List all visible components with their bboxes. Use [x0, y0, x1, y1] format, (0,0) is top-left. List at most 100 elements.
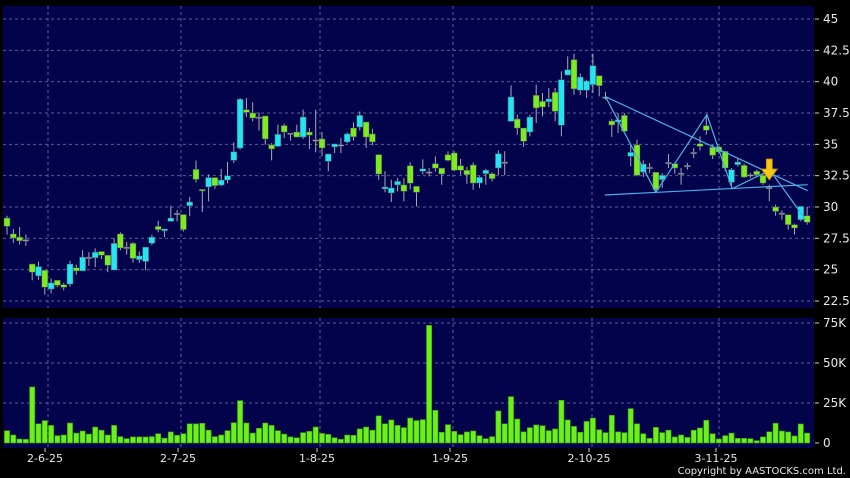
candle-body: [337, 144, 345, 147]
candle-body: [507, 96, 515, 122]
candle-body: [167, 217, 175, 222]
candle-body: [274, 134, 282, 147]
candle: [772, 204, 779, 216]
volume-bar: [29, 386, 36, 444]
volume-bar: [382, 423, 388, 444]
volume-bar: [678, 434, 684, 444]
candle-body: [356, 115, 364, 128]
volume-bar: [665, 429, 672, 444]
volume-bar: [180, 433, 187, 444]
volume-bar: [98, 429, 105, 444]
volume-bar: [445, 424, 451, 444]
candle-body: [684, 165, 691, 168]
candle: [91, 248, 99, 268]
candle: [514, 114, 521, 135]
volume-bar: [766, 431, 773, 444]
candle: [104, 255, 112, 273]
volume-bar: [230, 422, 237, 444]
candle-body: [306, 131, 313, 136]
volume-bar: [123, 438, 130, 444]
volume-bar: [747, 438, 754, 444]
volume-bar: [577, 431, 584, 444]
volume-bar: [67, 422, 73, 444]
candle: [778, 210, 786, 220]
volume-bar: [388, 419, 395, 444]
volume-bar: [753, 440, 760, 444]
volume-bar: [413, 420, 420, 444]
volume-bar: [79, 430, 86, 444]
candle: [375, 154, 382, 180]
candle-body: [803, 215, 811, 223]
candle-body: [766, 187, 773, 190]
volume-bar: [92, 426, 99, 444]
volume-bar: [797, 423, 804, 444]
candle: [451, 151, 458, 172]
candle: [350, 122, 357, 141]
candle-body: [362, 121, 370, 138]
candle: [154, 220, 162, 233]
volume-bar: [243, 422, 250, 444]
candle: [413, 186, 420, 207]
candle: [211, 177, 219, 189]
volume-bar: [476, 435, 483, 444]
volume-bar: [337, 439, 344, 444]
volume-series: [4, 325, 810, 444]
volume-bar: [356, 428, 363, 444]
volume-bar: [394, 425, 401, 444]
candle-body: [703, 125, 710, 131]
volume-bar: [407, 417, 414, 444]
candle-body: [740, 165, 748, 178]
candle: [501, 151, 508, 176]
candle: [709, 144, 716, 159]
volume-bar: [400, 427, 407, 444]
volume-bar: [741, 438, 747, 444]
candle-body: [3, 217, 11, 227]
candle: [98, 251, 105, 260]
candle: [243, 97, 250, 118]
candle: [117, 232, 124, 251]
candle: [646, 163, 653, 174]
candle-body: [66, 263, 74, 285]
candle-body: [47, 282, 55, 290]
volume-bar: [369, 429, 376, 444]
candle: [803, 207, 811, 225]
candle: [488, 172, 496, 182]
candle-body: [243, 109, 250, 113]
volume-bar: [501, 423, 508, 444]
volume-bar: [640, 433, 647, 444]
volume-bar: [293, 437, 300, 444]
candle-body: [564, 69, 571, 76]
candle-body: [199, 189, 206, 192]
candle: [425, 168, 433, 177]
candle-body: [394, 181, 401, 186]
candle: [274, 124, 282, 147]
volume-bar: [659, 432, 666, 444]
candle-body: [526, 116, 534, 133]
price-tick-label: 42.5: [823, 43, 850, 57]
volume-bar: [73, 432, 80, 444]
candle-body: [438, 167, 445, 175]
candle: [22, 234, 30, 246]
volume-bar: [256, 427, 262, 444]
candle-body: [570, 59, 578, 90]
candle-body: [154, 226, 162, 230]
volume-bar: [482, 438, 489, 444]
candle-body: [161, 228, 168, 232]
price-tick-label: 45: [823, 12, 838, 26]
candle-body: [589, 65, 597, 85]
volume-bar: [615, 431, 621, 444]
candle-body: [173, 213, 181, 216]
candle: [595, 75, 603, 97]
candle: [577, 73, 584, 95]
volume-bar: [495, 410, 502, 444]
candle-body: [148, 236, 156, 244]
candle-body: [677, 172, 685, 175]
volume-bar: [325, 434, 332, 444]
candle: [255, 112, 263, 131]
candle: [476, 176, 483, 188]
date-tick-label: 2-7-25: [160, 452, 196, 465]
volume-bar: [155, 433, 162, 444]
candle: [652, 172, 660, 193]
volume-bar: [596, 429, 603, 444]
candle: [564, 56, 571, 76]
